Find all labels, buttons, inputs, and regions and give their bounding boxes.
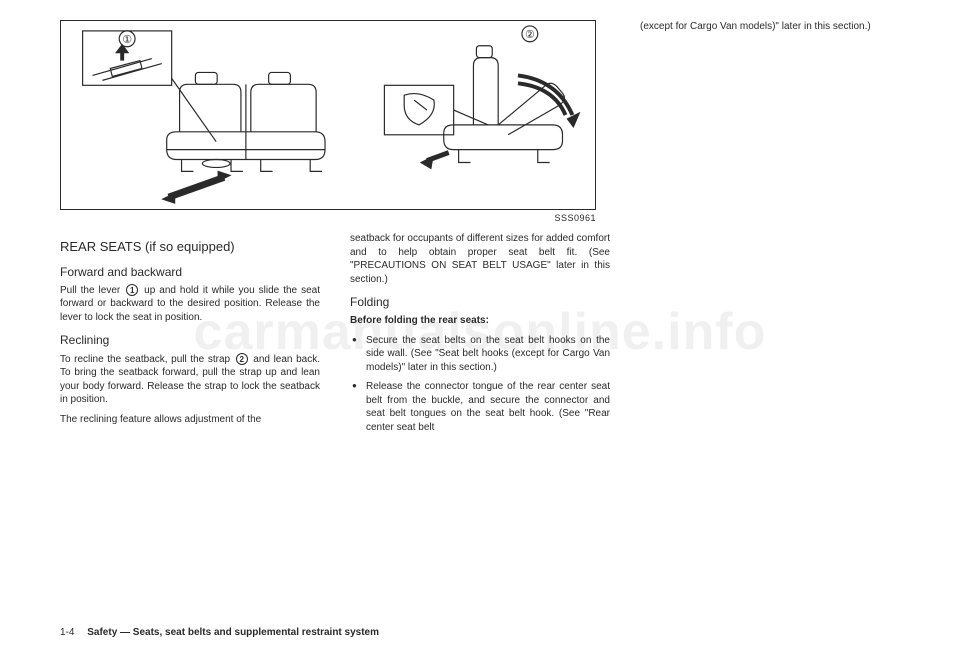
heading-rear-seats-text: REAR SEATS (60, 239, 145, 254)
para-col3-cont: (except for Cargo Van models)" later in … (640, 20, 900, 34)
heading-rear-seats: REAR SEATS (if so equipped) (60, 238, 320, 256)
callout-1-inline: 1 (126, 284, 138, 296)
heading-reclining: Reclining (60, 332, 320, 348)
bullet-release: Release the connector tongue of the rear… (350, 380, 610, 434)
seat-figure: ① (60, 20, 596, 210)
bullet-secure: Secure the seat belts on the seat belt h… (350, 334, 610, 375)
footer-chapter: Safety — Seats, seat belts and supplemen… (87, 627, 379, 638)
para-forward-backward: Pull the lever 1 up and hold it while yo… (60, 284, 320, 325)
heading-rear-seats-cond: (if so equipped) (145, 239, 235, 254)
column-left: ① (60, 20, 320, 440)
figure-wrap: ① (60, 20, 320, 224)
heading-forward-backward: Forward and backward (60, 264, 320, 280)
page-footer: 1-4 Safety — Seats, seat belts and suppl… (60, 627, 379, 638)
content-columns: ① (60, 20, 900, 440)
para-fwd-a: Pull the lever (60, 285, 124, 296)
para-before-folding: Before folding the rear seats: (350, 314, 610, 328)
callout-2-inline: 2 (236, 353, 248, 365)
para-reclining: To recline the seatback, pull the strap … (60, 353, 320, 407)
para-rec-a: To recline the seatback, pull the strap (60, 354, 234, 365)
svg-text:②: ② (525, 29, 535, 41)
folding-bullet-list: Secure the seat belts on the seat belt h… (350, 334, 610, 435)
svg-text:①: ① (122, 34, 132, 46)
footer-page-number: 1-4 (60, 627, 74, 638)
para-reclining-lead: The reclining feature allows adjustment … (60, 413, 320, 427)
para-col2-cont: seatback for occupants of different size… (350, 232, 610, 286)
column-right: (except for Cargo Van models)" later in … (640, 20, 900, 440)
heading-folding: Folding (350, 294, 610, 310)
seat-diagram-svg: ① (61, 21, 595, 209)
